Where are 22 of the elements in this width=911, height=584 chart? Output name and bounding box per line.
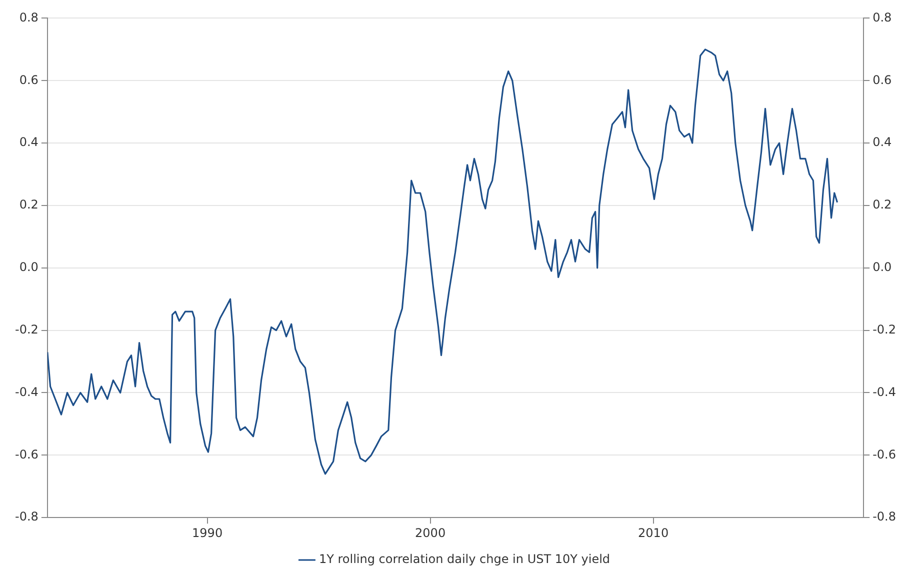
y2-tick-label: 0.2 <box>872 198 892 212</box>
y-tick-label: -0.4 <box>14 384 38 399</box>
y-tick-label: 0.6 <box>19 72 38 87</box>
x-tick-label: 1990 <box>192 526 223 540</box>
y-tick-label: 0.2 <box>19 198 38 212</box>
y-tick-label: -0.8 <box>14 510 38 524</box>
y-tick-label: -0.6 <box>14 447 38 462</box>
y-tick-label: 0.8 <box>19 10 38 24</box>
y2-tick-label: 0.0 <box>872 260 892 274</box>
y2-tick-label: 0.6 <box>872 72 892 87</box>
y2-tick-label: -0.6 <box>872 447 896 462</box>
x-tick-label: 2000 <box>415 526 446 540</box>
x-tick-label: 2010 <box>638 526 669 540</box>
y2-tick-label: 0.8 <box>872 10 892 24</box>
legend-label: 1Y rolling correlation daily chge in UST 10Y yield <box>318 552 610 566</box>
y-tick-label: 0.0 <box>19 260 38 274</box>
y2-tick-label: -0.8 <box>872 510 896 524</box>
y-tick-label: -0.2 <box>14 322 38 336</box>
y2-tick-label: -0.4 <box>872 384 896 399</box>
y-tick-label: 0.4 <box>19 135 38 150</box>
y2-tick-label: 0.4 <box>872 135 892 150</box>
y2-tick-label: -0.2 <box>872 322 896 336</box>
